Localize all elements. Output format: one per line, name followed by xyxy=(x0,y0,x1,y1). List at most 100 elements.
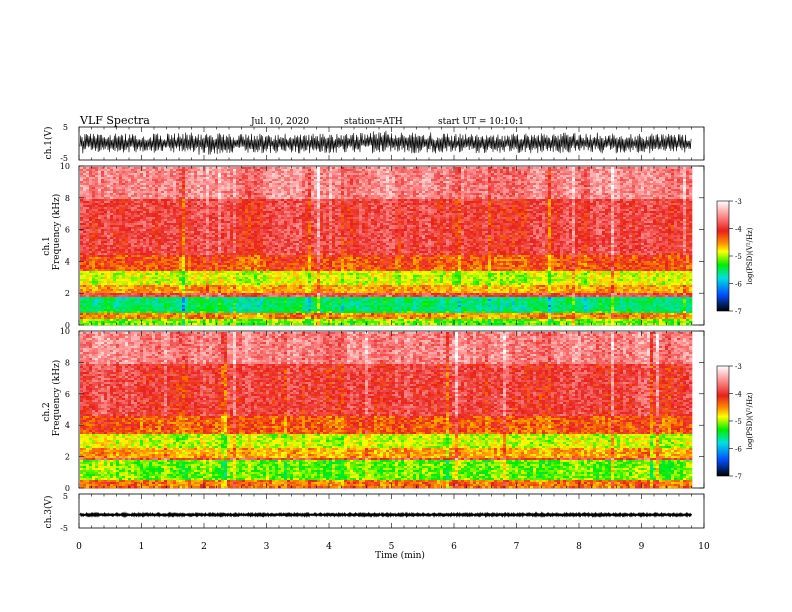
spectrogram-cell xyxy=(251,235,255,238)
spectrogram-cell xyxy=(92,187,96,190)
spectrogram-cell xyxy=(107,323,111,326)
spectrogram-cell xyxy=(98,261,102,264)
spectrogram-cell xyxy=(122,251,126,254)
spectrogram-cell xyxy=(110,179,114,182)
spectrogram-cell xyxy=(215,307,219,310)
spectrogram-cell xyxy=(113,269,117,272)
spectrogram-cell xyxy=(89,189,93,192)
spectrogram-cell xyxy=(143,311,147,314)
spectrogram-cell xyxy=(191,301,195,304)
spectrogram-cell xyxy=(155,317,159,320)
spectrogram-cell xyxy=(161,255,165,258)
spectrogram-cell xyxy=(212,291,216,294)
spectrogram-cell xyxy=(167,215,171,218)
spectrogram-cell xyxy=(236,307,240,310)
spectrogram-cell xyxy=(185,313,189,316)
spectrogram-cell xyxy=(260,177,264,180)
spectrogram-cell xyxy=(257,313,261,316)
spectrogram-cell xyxy=(254,171,258,174)
spectrogram-cell xyxy=(218,217,222,220)
spectrogram-cell xyxy=(92,211,96,214)
spectrogram-cell xyxy=(155,187,159,190)
spectrogram-cell xyxy=(86,221,90,224)
spectrogram-cell xyxy=(209,207,213,210)
spectrogram-cell xyxy=(122,265,126,268)
spectrogram-cell xyxy=(161,223,165,226)
spectrogram-cell xyxy=(176,177,180,180)
spectrogram-cell xyxy=(212,229,216,232)
spectrogram-cell xyxy=(152,293,156,296)
spectrogram-cell xyxy=(95,319,99,322)
spectrogram-cell xyxy=(260,253,264,256)
spectrogram-cell xyxy=(194,271,198,274)
spectrogram-cell xyxy=(110,177,114,180)
spectrogram-cell xyxy=(143,305,147,308)
spectrogram-cell xyxy=(227,271,231,274)
spectrogram-cell xyxy=(155,203,159,206)
spectrogram-cell xyxy=(188,319,192,322)
spectrogram-cell xyxy=(176,319,180,322)
spectrogram-cell xyxy=(260,307,264,310)
spectrogram-cell xyxy=(164,289,168,292)
spectrogram-cell xyxy=(236,277,240,280)
spectrogram-cell xyxy=(179,235,183,238)
spectrogram-cell xyxy=(173,179,177,182)
spectrogram-cell xyxy=(146,283,150,286)
spectrogram-cell xyxy=(221,217,225,220)
spectrogram-cell xyxy=(137,299,141,302)
spectrogram-cell xyxy=(245,249,249,252)
spectrogram-cell xyxy=(119,183,123,186)
spectrogram-cell xyxy=(182,293,186,296)
spectrogram-cell xyxy=(143,231,147,234)
spectrogram-cell xyxy=(242,279,246,282)
spectrogram-cell xyxy=(176,265,180,268)
spectrogram-cell xyxy=(149,177,153,180)
spectrogram-cell xyxy=(248,241,252,244)
spectrogram-cell xyxy=(230,189,234,192)
spectrogram-cell xyxy=(197,215,201,218)
spectrogram-cell xyxy=(95,209,99,212)
spectrogram-cell xyxy=(263,241,267,244)
spectrogram-cell xyxy=(206,287,210,290)
spectrogram-cell xyxy=(116,229,120,232)
spectrogram-cell xyxy=(260,257,264,260)
spectrogram-cell xyxy=(173,221,177,224)
spectrogram-cell xyxy=(167,261,171,264)
spectrogram-cell xyxy=(194,235,198,238)
spectrogram-cell xyxy=(152,221,156,224)
spectrogram-cell xyxy=(110,277,114,280)
spectrogram-cell xyxy=(80,301,84,304)
spectrogram-cell xyxy=(119,245,123,248)
spectrogram-cell xyxy=(95,297,99,300)
spectrogram-cell xyxy=(224,305,228,308)
spectrogram-cell xyxy=(86,247,90,250)
spectrogram-cell xyxy=(128,177,132,180)
spectrogram-cell xyxy=(206,263,210,266)
spectrogram-cell xyxy=(86,195,90,198)
spectrogram-cell xyxy=(113,287,117,290)
spectrogram-cell xyxy=(221,299,225,302)
spectrogram-cell xyxy=(224,237,228,240)
spectrogram-cell xyxy=(143,307,147,310)
spectrogram-cell xyxy=(191,255,195,258)
spectrogram-cell xyxy=(233,203,237,206)
spectrogram-cell xyxy=(158,269,162,272)
spectrogram-cell xyxy=(215,195,219,198)
spectrogram-cell xyxy=(119,309,123,312)
spectrogram-cell xyxy=(233,257,237,260)
spectrogram-cell xyxy=(113,213,117,216)
spectrogram-cell xyxy=(260,301,264,304)
spectrogram-cell xyxy=(248,319,252,322)
spectrogram-cell xyxy=(101,317,105,320)
spectrogram-cell xyxy=(155,283,159,286)
spectrogram-cell xyxy=(230,195,234,198)
spectrogram-cell xyxy=(131,181,135,184)
spectrogram-cell xyxy=(149,279,153,282)
spectrogram-cell xyxy=(227,167,231,170)
spectrogram-cell xyxy=(188,239,192,242)
spectrogram-cell xyxy=(179,251,183,254)
spectrogram-cell xyxy=(149,241,153,244)
spectrogram-cell xyxy=(110,281,114,284)
spectrogram-cell xyxy=(83,311,87,314)
spectrogram-cell xyxy=(233,205,237,208)
